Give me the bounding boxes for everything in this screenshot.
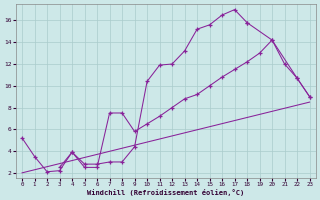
X-axis label: Windchill (Refroidissement éolien,°C): Windchill (Refroidissement éolien,°C) <box>87 189 244 196</box>
